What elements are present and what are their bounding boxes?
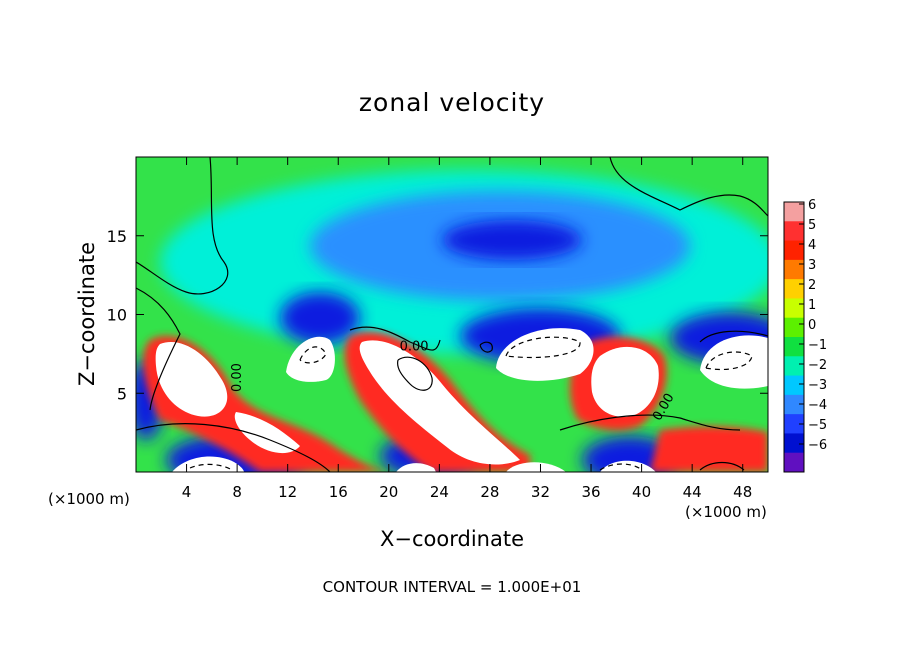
field-region (155, 341, 228, 417)
negative-contour (299, 346, 327, 364)
colorbar-tick-label: 1 (808, 298, 816, 313)
y-axis-label: Z−coordinate (75, 242, 99, 386)
field-region (496, 328, 594, 381)
negative-contour (505, 336, 581, 359)
colorbar-swatch (784, 356, 804, 377)
x-axis-label: X−coordinate (380, 527, 524, 551)
colorbar-swatch (784, 452, 804, 473)
colorbar-tick-label: 4 (808, 238, 816, 253)
y-tick-label: 15 (107, 227, 127, 246)
colorbar-tick-label: −5 (808, 418, 827, 433)
zero-contour (609, 157, 768, 217)
colorbar-swatch (784, 414, 804, 434)
zero-contour (136, 423, 331, 472)
x-tick-label: 12 (278, 483, 297, 501)
negative-contour (599, 463, 643, 471)
field-region (650, 426, 768, 472)
contour-lines (136, 157, 768, 472)
x-tick-label: 32 (531, 483, 550, 501)
y-tick-label: 10 (107, 306, 127, 325)
positive-contour (699, 461, 745, 471)
colorbar-tick-label: 3 (808, 258, 816, 273)
colorbar-swatch (784, 240, 804, 261)
chart-title: zonal velocity (359, 88, 545, 117)
contour-interval-note: CONTOUR INTERVAL = 1.000E+01 (323, 578, 582, 596)
zero-contour (699, 330, 768, 343)
field-region (591, 346, 659, 417)
colorbar-swatch (784, 298, 804, 319)
field-region (234, 412, 300, 454)
y-tick-label: 5 (117, 384, 127, 403)
zero-contour (479, 341, 493, 353)
colorbar-tick-label: 2 (808, 278, 816, 293)
field-region (700, 335, 768, 389)
colorbar-swatch (784, 375, 804, 396)
x-unit-right: (×1000 m) (685, 503, 767, 521)
colorbar-tick-label: 0 (808, 318, 816, 333)
colorbar-swatch (784, 394, 804, 415)
colorbar-swatch (784, 433, 804, 454)
zero-contour (559, 414, 741, 431)
field-region (506, 462, 566, 472)
colorbar-swatch (784, 337, 804, 357)
colorbar-tick-label: −2 (808, 358, 827, 373)
field-region (442, 220, 582, 260)
velocity-field (136, 157, 768, 472)
x-tick-label: 40 (632, 483, 651, 501)
x-unit-left: (×1000 m) (48, 490, 130, 508)
colorbar-swatch (784, 279, 804, 299)
field-region (396, 463, 436, 472)
colorbar-swatch (784, 259, 804, 280)
colorbar-swatch (784, 221, 804, 242)
x-tick-label: 36 (581, 483, 600, 501)
colorbar-tick-label: −4 (808, 398, 827, 413)
zero-contour (136, 287, 181, 411)
colorbar-frame (783, 201, 805, 473)
colorbar-tick-label: −6 (808, 438, 827, 453)
zero-contour (349, 326, 441, 351)
zero-contour (136, 157, 229, 295)
x-tick-label: 16 (329, 483, 348, 501)
x-tick-label: 20 (379, 483, 398, 501)
colorbar: 6 5 4 3 2 1 0 −1 −2 −3 −4 −5 −6 (783, 198, 827, 473)
x-tick-label: 8 (232, 483, 242, 501)
negative-contour (189, 463, 233, 471)
contour-label: 0.00 (230, 363, 245, 392)
x-tick-label: 44 (683, 483, 702, 501)
field-region (286, 336, 335, 382)
field-region (280, 292, 360, 344)
contour-label: 0.00 (400, 340, 429, 355)
colorbar-tick-label: 5 (808, 218, 816, 233)
x-tick-label: 4 (182, 483, 192, 501)
colorbar-tick-label: −1 (808, 338, 827, 353)
x-tick-label: 48 (733, 483, 752, 501)
colorbar-tick-label: −3 (808, 378, 827, 393)
colorbar-swatch (784, 202, 804, 222)
colorbar-swatch (784, 317, 804, 338)
x-tick-label: 24 (430, 483, 449, 501)
positive-contour (397, 356, 433, 391)
colorbar-tick-label: 6 (808, 198, 816, 213)
x-tick-label: 28 (480, 483, 499, 501)
